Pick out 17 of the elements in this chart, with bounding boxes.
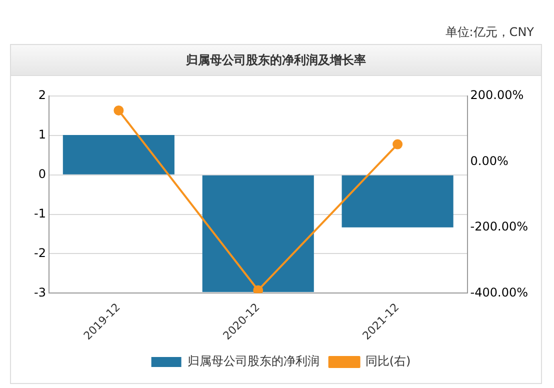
point <box>114 105 124 116</box>
y-tick-label: 1 <box>38 128 46 142</box>
point <box>253 285 264 294</box>
y-tick-label: -3 <box>34 285 46 300</box>
y-tick-label: -1 <box>34 206 46 220</box>
legend-label: 归属母公司股东的净利润 <box>187 354 320 368</box>
y2-tick-label: 0.00% <box>470 154 508 168</box>
point <box>392 139 403 150</box>
y-tick-label: 0 <box>38 166 46 181</box>
chart-title: 归属母公司股东的净利润及增长率 <box>11 45 541 76</box>
legend-label: 同比(右) <box>365 354 411 368</box>
y-tick-label: 2 <box>38 88 46 102</box>
text: 单位:亿元，CNY <box>445 24 534 41</box>
y2-tick-label: 200.00% <box>470 88 524 102</box>
y2-tick-label: -200.00% <box>470 220 528 234</box>
y-tick-label: -2 <box>34 246 46 260</box>
y2-tick-label: -400.00% <box>470 285 528 300</box>
